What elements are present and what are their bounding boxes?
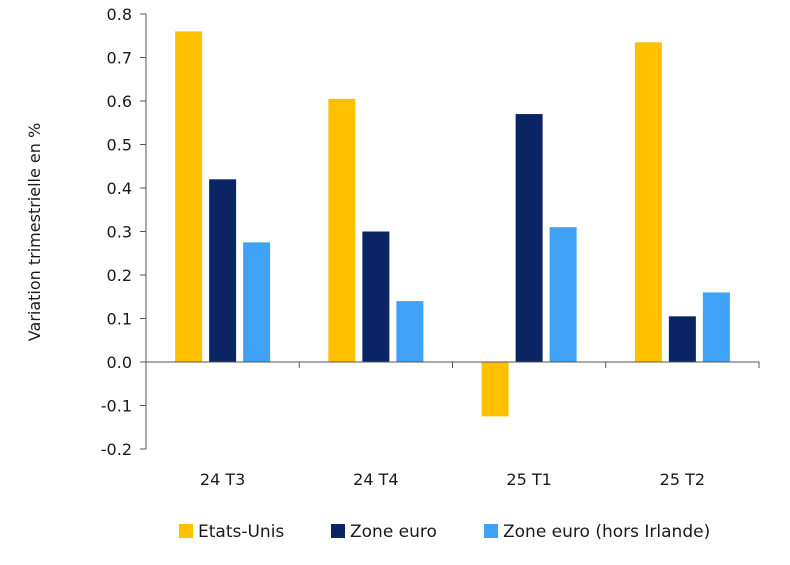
legend-item: Zone euro (hors Irlande): [484, 522, 710, 542]
bar-zone-euro-hors-irlande-1: [396, 301, 424, 362]
legend-swatch: [179, 524, 193, 538]
legend-item: Zone euro: [331, 522, 437, 542]
legend-item: Etats-Unis: [179, 522, 284, 542]
bar-etats-unis-3: [634, 42, 662, 363]
legend-swatch: [331, 524, 345, 538]
legend-swatch: [484, 524, 498, 538]
bar-etats-unis-2: [481, 362, 509, 417]
bar-zone-euro-hors-irlande-3: [702, 292, 730, 362]
bar-etats-unis-1: [328, 98, 356, 362]
y-tick-label: 0.0: [107, 353, 132, 372]
x-tick-label: 25 T1: [506, 470, 551, 489]
y-tick-label: -0.2: [101, 440, 132, 459]
y-tick-label: 0.2: [107, 266, 132, 285]
y-tick-label: 0.8: [107, 5, 132, 24]
legend: Etats-Unis Zone euro Zone euro (hors Irlan…: [179, 522, 710, 542]
y-tick-label: 0.6: [107, 92, 132, 111]
x-axis-ticks: 24 T3 24 T4 25 T1 25 T2: [200, 470, 705, 489]
bar-zone-euro-1: [362, 231, 390, 362]
y-axis-title: Variation trimestrielle en %: [25, 123, 44, 341]
y-tick-label: 0.5: [107, 136, 132, 155]
legend-label: Zone euro (hors Irlande): [503, 522, 710, 542]
bar-zone-euro-0: [209, 179, 237, 362]
legend-label: Zone euro: [350, 522, 437, 542]
bar-etats-unis-0: [175, 31, 203, 363]
y-tick-label: 0.7: [107, 49, 132, 68]
y-tick-label: 0.3: [107, 223, 132, 242]
x-tick-label: 24 T3: [200, 470, 245, 489]
x-tick-label: 24 T4: [353, 470, 398, 489]
y-axis-ticks: 0.8 0.7 0.6 0.5 0.4 0.3 0.2 0.1 0.0 -0.1 -0.2: [101, 5, 146, 459]
x-tick-label: 25 T2: [660, 470, 705, 489]
bar-zone-euro-3: [668, 316, 696, 362]
bar-zone-euro-2: [515, 114, 543, 362]
plot-area: [145, 14, 760, 449]
legend-label: Etats-Unis: [198, 522, 284, 542]
y-tick-label: 0.4: [107, 179, 132, 198]
y-tick-label: -0.1: [101, 397, 132, 416]
bar-zone-euro-hors-irlande-2: [549, 227, 577, 362]
bar-zone-euro-hors-irlande-0: [243, 242, 271, 362]
y-tick-label: 0.1: [107, 310, 132, 329]
